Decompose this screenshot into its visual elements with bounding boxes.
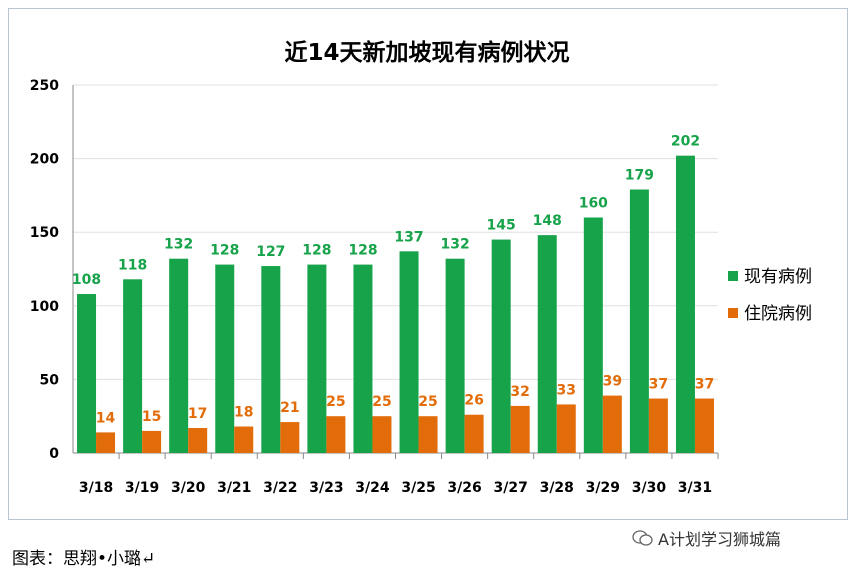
data-label: 14 bbox=[96, 410, 116, 426]
data-label: 37 bbox=[649, 377, 668, 393]
legend-label: 现有病例 bbox=[744, 267, 812, 287]
x-tick-label: 3/20 bbox=[171, 480, 206, 496]
bar-chart: 近14天新加坡现有病例状况 0 50 100 150 200 250 3/18 108 14 3/1… bbox=[30, 39, 812, 496]
data-label: 179 bbox=[625, 168, 654, 184]
x-tick-label: 3/27 bbox=[494, 480, 528, 496]
data-label: 145 bbox=[487, 218, 516, 234]
chart-frame bbox=[8, 8, 848, 520]
data-label: 132 bbox=[440, 237, 469, 253]
data-label: 25 bbox=[418, 394, 437, 410]
legend-swatch bbox=[728, 271, 738, 281]
bar-hospitalized bbox=[96, 432, 116, 453]
data-label: 25 bbox=[326, 394, 345, 410]
bar-hospitalized bbox=[418, 416, 438, 453]
bar-active bbox=[583, 217, 603, 453]
y-tick-label: 50 bbox=[40, 372, 60, 388]
data-label: 128 bbox=[348, 243, 377, 259]
data-label: 26 bbox=[464, 393, 483, 409]
data-label: 25 bbox=[372, 394, 391, 410]
data-label: 18 bbox=[234, 405, 253, 421]
bar-active bbox=[77, 294, 97, 453]
bar-active bbox=[491, 239, 511, 453]
y-tick-label: 100 bbox=[30, 299, 59, 315]
bar-active bbox=[261, 266, 281, 453]
y-tick-label: 250 bbox=[30, 78, 59, 94]
data-label: 127 bbox=[256, 244, 285, 260]
bar-active bbox=[123, 279, 143, 453]
x-tick-label: 3/22 bbox=[263, 480, 297, 496]
legend-label: 住院病例 bbox=[744, 304, 812, 324]
bar-hospitalized bbox=[280, 422, 300, 453]
data-label: 32 bbox=[510, 384, 529, 400]
bar-hospitalized bbox=[602, 395, 622, 453]
bar-hospitalized bbox=[188, 427, 208, 453]
bar-hospitalized bbox=[326, 416, 346, 453]
watermark: A计划学习狮城篇 bbox=[632, 526, 781, 550]
x-tick-label: 3/26 bbox=[447, 480, 481, 496]
bar-active bbox=[353, 264, 373, 453]
bar-active bbox=[169, 258, 189, 453]
x-tick-label: 3/29 bbox=[586, 480, 620, 496]
x-tick-label: 3/31 bbox=[678, 480, 712, 496]
bar-hospitalized bbox=[556, 404, 576, 453]
x-tick-label: 3/23 bbox=[309, 480, 343, 496]
legend-swatch bbox=[728, 308, 738, 318]
x-tick-label: 3/25 bbox=[401, 480, 435, 496]
bar-hospitalized bbox=[510, 405, 530, 453]
watermark-text: A计划学习狮城篇 bbox=[658, 530, 781, 549]
data-label: 33 bbox=[557, 382, 576, 398]
caption: 图表：思翔•小璐↵ bbox=[12, 549, 156, 569]
x-tick-label: 3/21 bbox=[217, 480, 251, 496]
x-tick-label: 3/24 bbox=[355, 480, 390, 496]
chart-title: 近14天新加坡现有病例状况 bbox=[284, 39, 569, 66]
bar-active bbox=[629, 189, 649, 453]
data-label: 17 bbox=[188, 406, 207, 422]
bar-active bbox=[307, 264, 327, 453]
x-tick-label: 3/28 bbox=[540, 480, 574, 496]
data-label: 128 bbox=[210, 243, 239, 259]
bar-active bbox=[215, 264, 235, 453]
bar-hospitalized bbox=[694, 398, 714, 453]
data-label: 128 bbox=[302, 243, 331, 259]
x-tick-label: 3/30 bbox=[632, 480, 667, 496]
data-label: 202 bbox=[671, 134, 700, 150]
x-tick-label: 3/18 bbox=[79, 480, 113, 496]
bar-hospitalized bbox=[372, 416, 392, 453]
data-label: 137 bbox=[394, 229, 423, 245]
y-tick-label: 0 bbox=[49, 446, 59, 462]
bar-hospitalized bbox=[464, 414, 484, 453]
data-label: 118 bbox=[118, 257, 147, 273]
data-label: 148 bbox=[533, 213, 562, 229]
bar-active bbox=[399, 251, 419, 453]
data-label: 21 bbox=[280, 400, 299, 416]
wechat-icon bbox=[632, 530, 653, 546]
bar-active bbox=[537, 235, 557, 453]
bar-active bbox=[445, 258, 465, 453]
x-tick-label: 3/19 bbox=[125, 480, 159, 496]
y-tick-label: 200 bbox=[30, 152, 59, 168]
data-label: 108 bbox=[72, 272, 101, 288]
data-label: 132 bbox=[164, 237, 193, 253]
data-label: 15 bbox=[142, 409, 161, 425]
data-label: 160 bbox=[579, 195, 608, 211]
data-label: 39 bbox=[603, 374, 622, 390]
bar-hospitalized bbox=[648, 398, 668, 453]
y-tick-label: 150 bbox=[30, 225, 59, 241]
bar-hospitalized bbox=[142, 430, 162, 453]
data-label: 37 bbox=[695, 377, 714, 393]
bar-active bbox=[675, 155, 695, 453]
bar-hospitalized bbox=[234, 426, 254, 453]
